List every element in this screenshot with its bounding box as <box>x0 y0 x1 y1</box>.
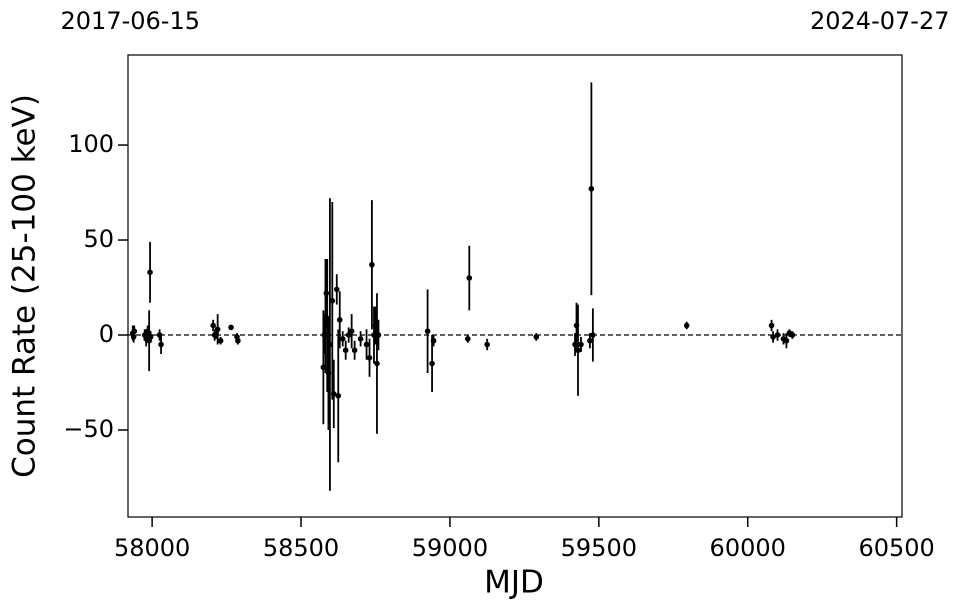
x-tick-label: 59000 <box>412 534 488 562</box>
data-point <box>770 334 776 340</box>
data-point <box>363 341 370 348</box>
data-point <box>228 324 234 331</box>
data-point <box>351 347 358 354</box>
data-point <box>217 337 224 344</box>
data-point <box>335 393 342 399</box>
data-point <box>339 336 346 342</box>
data-point <box>783 337 790 344</box>
data-point <box>374 360 380 367</box>
data-point <box>683 322 690 329</box>
data-point <box>590 332 596 338</box>
y-tick-label: 100 <box>68 130 114 158</box>
y-tick-label: 0 <box>99 320 114 348</box>
data-point <box>214 326 221 333</box>
top-date-label: 2024-07-27 <box>810 7 949 35</box>
data-point <box>430 337 437 344</box>
data-point <box>158 341 164 348</box>
data-point <box>424 328 431 335</box>
data-point <box>533 334 540 340</box>
data-point <box>578 341 584 348</box>
data-point <box>789 332 796 338</box>
x-tick-label: 59500 <box>561 534 637 562</box>
data-point <box>327 341 333 348</box>
data-point <box>342 347 349 354</box>
data-point <box>588 185 595 192</box>
y-tick-label: 50 <box>83 225 114 253</box>
x-tick-label: 58500 <box>263 534 339 562</box>
data-point <box>147 269 153 276</box>
data-point <box>357 336 364 342</box>
data-point <box>464 336 471 342</box>
data-point <box>484 341 490 348</box>
data-point <box>345 332 352 338</box>
plot-frame <box>127 54 903 518</box>
y-axis-label: Count Rate (25-100 keV) <box>7 94 43 478</box>
x-tick-label: 58000 <box>114 534 190 562</box>
data-point <box>366 355 373 361</box>
data-point <box>336 317 343 323</box>
data-point <box>210 322 216 329</box>
y-tick-label: −50 <box>63 415 114 443</box>
x-tick-label: 60000 <box>710 534 786 562</box>
data-point <box>147 334 154 340</box>
x-axis-label: MJD <box>484 565 544 601</box>
top-date-label: 2017-06-15 <box>61 7 200 35</box>
data-point <box>235 337 241 344</box>
data-point <box>348 328 355 335</box>
data-point <box>774 332 781 338</box>
data-point <box>329 298 336 304</box>
data-point <box>333 286 340 293</box>
data-point <box>375 332 382 338</box>
data-point <box>768 322 775 329</box>
data-point <box>575 347 581 354</box>
data-point <box>587 337 593 344</box>
data-point <box>131 328 138 335</box>
data-point <box>429 360 435 367</box>
data-point <box>466 275 473 281</box>
x-tick-label: 60500 <box>858 534 934 562</box>
data-point <box>369 261 375 268</box>
data-point <box>330 391 337 397</box>
